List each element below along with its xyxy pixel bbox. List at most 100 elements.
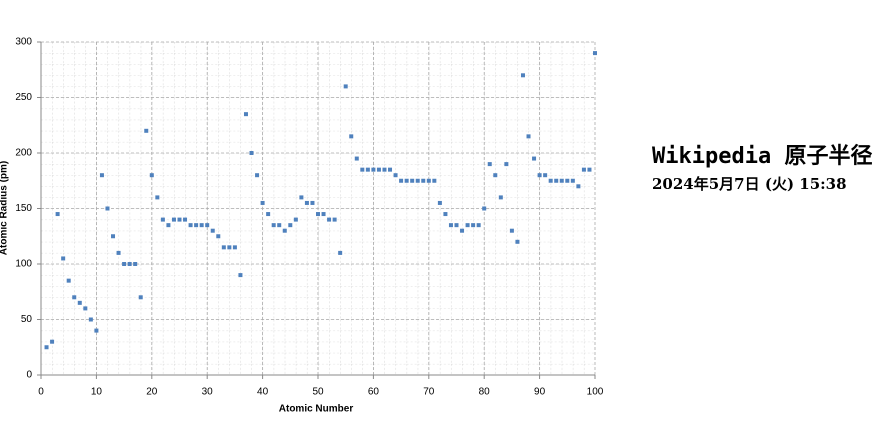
point [371,167,376,172]
point [293,217,298,222]
point [155,195,160,200]
point [194,223,199,228]
point [354,156,359,161]
point [415,178,420,183]
point [149,173,154,178]
point [199,223,204,228]
point [498,195,503,200]
point [282,228,287,233]
x-tick-label: 30 [202,387,214,398]
point [437,200,442,205]
point [210,228,215,233]
point [382,167,387,172]
x-axis-title: Atomic Number [279,404,354,415]
point [581,167,586,172]
point [160,217,165,222]
point [205,223,210,228]
point [460,228,465,233]
point [266,212,271,217]
x-tick-label: 100 [587,387,604,398]
point [587,167,592,172]
point [504,162,509,167]
y-tick-label: 0 [26,370,32,381]
chart-subtitle: 2024年5月7日 (火) 15:38 [652,175,847,193]
point [99,173,104,178]
point [570,178,575,183]
point [443,212,448,217]
point [310,200,315,205]
point [532,156,537,161]
point [177,217,182,222]
point [426,178,431,183]
y-tick-label: 100 [15,259,32,270]
point [116,250,121,255]
point [537,173,542,178]
x-tick-label: 50 [312,387,324,398]
point [183,217,188,222]
point [448,223,453,228]
point [543,173,548,178]
point [133,262,138,266]
point [166,223,171,228]
x-tick-label: 40 [257,387,269,398]
point [520,73,525,78]
point [243,112,248,117]
point [399,178,404,183]
point [559,178,564,183]
point [88,317,93,322]
chart-title: Wikipedia 原子半径 [652,143,872,169]
point [554,178,559,183]
point [216,234,221,239]
point [432,178,437,183]
point [316,212,320,217]
point [576,184,581,189]
x-tick-label: 60 [368,387,380,398]
point [277,223,282,228]
x-tick-label: 0 [38,387,44,398]
point [332,217,337,222]
y-tick-label: 300 [15,37,32,48]
point [288,223,293,228]
point [376,167,381,172]
point [454,223,459,228]
point [55,212,60,217]
point [471,223,476,228]
point [360,167,365,172]
point [188,223,193,228]
point [227,245,232,250]
point [249,151,254,155]
point [122,262,127,266]
point [548,178,553,183]
point [410,178,415,183]
point [138,295,143,300]
point [365,167,370,172]
point [526,134,531,139]
point [509,228,514,233]
point [111,234,116,239]
point [493,173,498,178]
point [77,300,82,305]
point [465,223,470,228]
point [565,178,570,183]
point [50,339,55,344]
x-tick-label: 80 [479,387,491,398]
point [238,273,243,278]
point [515,239,520,244]
point [327,217,332,222]
point [388,167,393,172]
point [144,128,149,133]
point [343,84,348,89]
point [127,262,132,266]
point [271,223,276,228]
y-tick-label: 250 [15,92,32,103]
point [304,200,309,205]
y-tick-label: 150 [15,203,32,214]
point [482,206,487,211]
point [83,306,88,311]
point [349,134,354,139]
point [404,178,409,183]
point [61,256,66,261]
point [260,200,265,205]
x-tick-label: 70 [423,387,435,398]
